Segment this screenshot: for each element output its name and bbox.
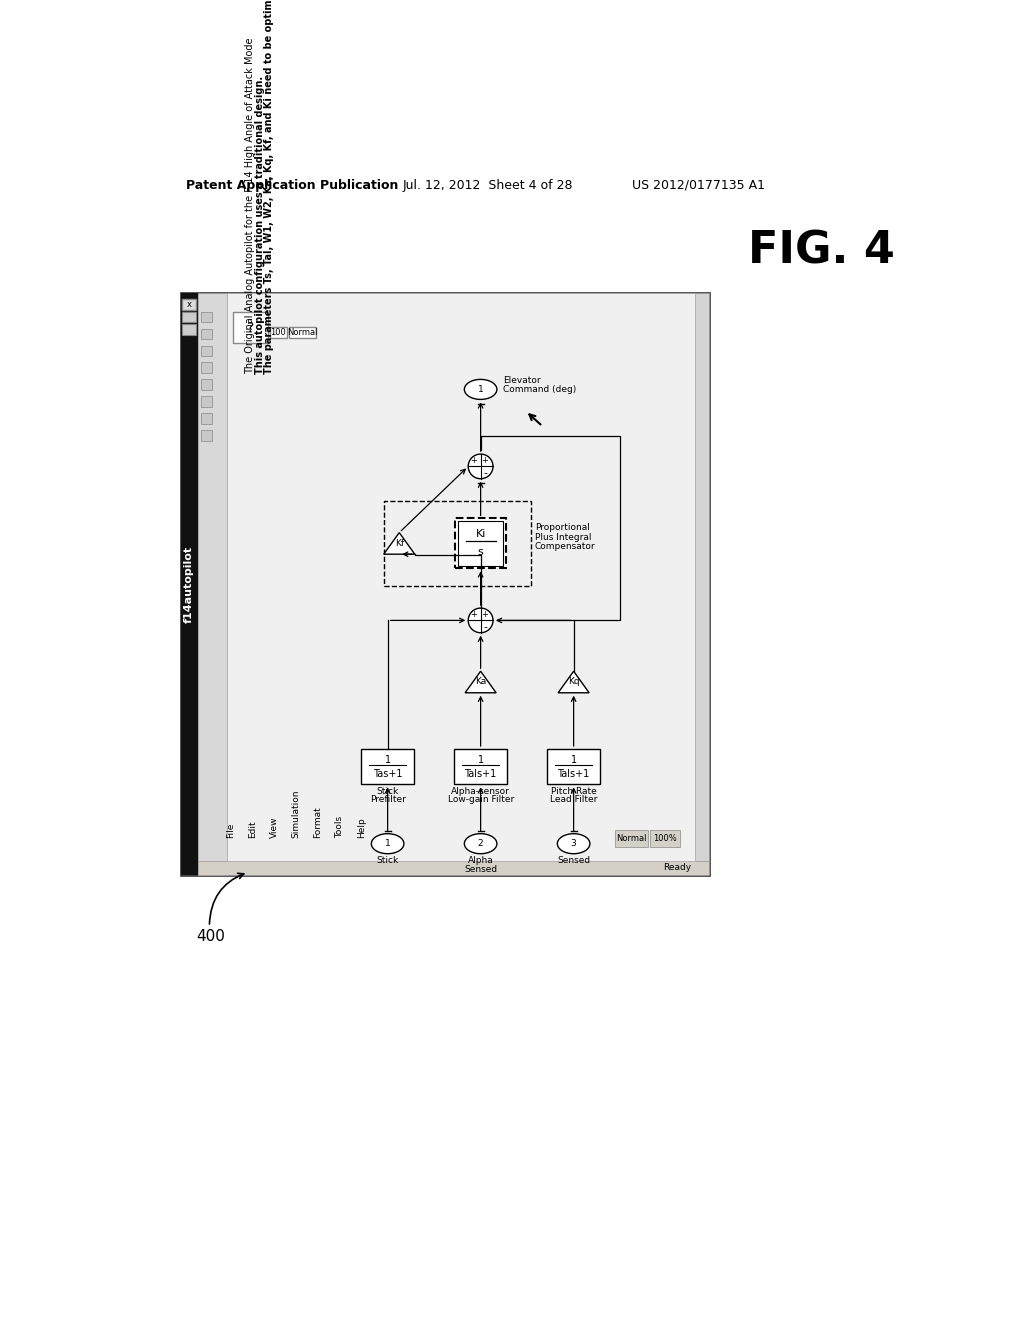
Text: Ka: Ka [475,677,486,686]
Text: This autopilot configuration uses a traditional design.: This autopilot configuration uses a trad… [255,75,265,374]
Text: x: x [186,300,191,309]
Text: 2: 2 [478,840,483,849]
Bar [455,748,507,784]
Text: Stick: Stick [377,857,398,865]
Text: Tas+1: Tas+1 [373,768,402,779]
Bar [615,830,648,847]
Bar [201,430,212,441]
Text: 400: 400 [197,928,225,944]
Text: Kq: Kq [568,677,580,686]
Text: 1: 1 [477,755,483,764]
Bar [201,363,212,374]
Text: +: + [470,610,477,619]
Text: Simulation: Simulation [292,789,301,838]
Polygon shape [558,671,589,693]
Text: Edit: Edit [248,820,257,838]
Text: -: - [483,622,487,632]
Text: Stick: Stick [377,787,398,796]
Text: Pitch Rate: Pitch Rate [551,787,597,796]
Bar [201,396,212,407]
Text: Alpha-sensor: Alpha-sensor [452,787,510,796]
Bar [182,312,197,322]
Text: Tals+1: Tals+1 [557,768,590,779]
Bar [547,748,600,784]
Bar [198,861,710,875]
Text: Command (deg): Command (deg) [503,385,577,393]
Text: The Original Analog Autopilot for the F-14 High Angle of Attack Mode: The Original Analog Autopilot for the F-… [246,37,255,374]
Text: 100%: 100% [653,834,677,842]
Text: Plus Integral: Plus Integral [535,533,592,541]
Text: The parameters Ts, Tal, W1, W2, Ka, Kq, Kf, and Ki need to be optimized.: The parameters Ts, Tal, W1, W2, Ka, Kq, … [264,0,274,374]
Text: 3: 3 [570,840,577,849]
Text: 100: 100 [270,327,287,337]
Bar [180,293,198,875]
Text: Normal: Normal [287,327,317,337]
Circle shape [468,609,493,632]
Bar [270,327,287,338]
Bar [201,329,212,339]
Text: Ready: Ready [664,863,691,873]
Text: FIG. 4: FIG. 4 [748,230,895,272]
Bar [182,323,197,335]
Bar [198,293,227,875]
Text: 1: 1 [478,385,483,393]
Text: View: View [270,816,279,838]
Bar [227,293,695,861]
Bar [201,379,212,391]
Bar [233,313,268,343]
Text: Format: Format [313,805,323,838]
Text: Low-gain Filter: Low-gain Filter [447,796,514,804]
Bar [650,830,680,847]
Text: Patent Application Publication: Patent Application Publication [186,178,398,191]
Bar [201,413,212,424]
Text: Alpha: Alpha [468,857,494,865]
Text: +: + [481,610,488,619]
Bar [201,312,212,322]
Text: Tools: Tools [335,816,344,838]
Bar [456,519,506,569]
Ellipse shape [464,379,497,400]
Bar [180,293,710,875]
Ellipse shape [464,834,497,854]
Text: Help: Help [356,817,366,838]
Text: 1: 1 [385,755,391,764]
Bar [361,748,414,784]
Bar [201,346,212,356]
Bar [182,300,197,310]
Text: Ki: Ki [475,529,485,540]
Text: ?: ? [247,321,254,335]
Text: Sensed: Sensed [464,865,498,874]
Ellipse shape [372,834,403,854]
Circle shape [468,454,493,479]
Text: -: - [483,469,487,478]
Text: s: s [478,548,483,557]
Text: 1: 1 [570,755,577,764]
Bar [458,520,504,566]
Bar [289,327,316,338]
Text: Kf: Kf [394,539,403,548]
Bar [695,293,710,861]
Text: +: + [481,457,488,466]
Text: Proportional: Proportional [535,524,590,532]
Text: Prefilter: Prefilter [370,796,406,804]
Text: Tals+1: Tals+1 [465,768,497,779]
Text: Sensed: Sensed [557,857,590,865]
Text: Normal: Normal [616,834,647,842]
Text: Lead Filter: Lead Filter [550,796,597,804]
Bar [384,502,531,586]
Polygon shape [384,533,415,554]
Bar [182,300,197,310]
Text: Elevator: Elevator [503,376,541,384]
Text: Compensator: Compensator [535,543,596,550]
Polygon shape [465,671,496,693]
Text: File: File [226,822,236,838]
Text: US 2012/0177135 A1: US 2012/0177135 A1 [632,178,765,191]
Text: 1: 1 [385,840,390,849]
Ellipse shape [557,834,590,854]
Text: f14autopilot: f14autopilot [184,545,195,623]
Text: +: + [470,457,477,466]
Text: Jul. 12, 2012  Sheet 4 of 28: Jul. 12, 2012 Sheet 4 of 28 [403,178,573,191]
